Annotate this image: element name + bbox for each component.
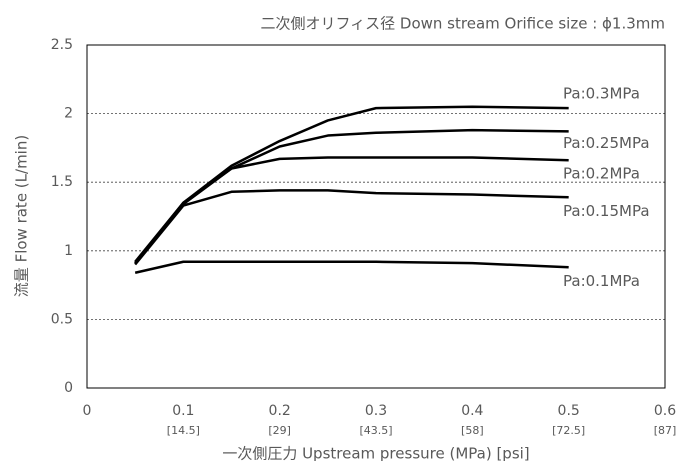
x-tick-label: 0.4: [461, 403, 483, 419]
series-label: Pa:0.15MPa: [563, 202, 650, 220]
x-tick-psi-label: [43.5]: [359, 424, 392, 437]
x-tick-psi-label: [29]: [268, 424, 291, 437]
x-axis-label: 一次側圧力 Upstream pressure (MPa) [psi]: [222, 445, 529, 462]
y-axis-label: 流量 Flow rate (L/min): [13, 135, 31, 297]
x-tick-label: 0.3: [365, 403, 387, 419]
y-tick-label: 1.5: [51, 174, 73, 190]
x-tick-label: 0.2: [269, 403, 291, 419]
series-label: Pa:0.25MPa: [563, 134, 650, 152]
x-tick-psi-label: [72.5]: [552, 424, 585, 437]
x-tick-label: 0.6: [654, 403, 676, 419]
plot-border: [86, 44, 666, 389]
series-line: [134, 189, 569, 266]
series-label: Pa:0.3MPa: [563, 85, 640, 103]
x-tick-psi-label: [14.5]: [167, 424, 200, 437]
chart-title: 二次側オリフィス径 Down stream Orifice size : ϕ1.…: [260, 15, 665, 33]
series-line: [134, 156, 569, 264]
x-tick-psi-label: [58]: [461, 424, 484, 437]
x-tick-label: 0: [83, 403, 92, 419]
y-tick-label: 0.5: [51, 311, 73, 327]
series-label: Pa:0.2MPa: [563, 165, 640, 183]
x-tick-label: 0.5: [558, 403, 580, 419]
y-tick-label: 2.5: [51, 37, 73, 53]
x-tick-psi-label: [87]: [654, 424, 677, 437]
y-tick-label: 0: [64, 380, 73, 396]
series-label: Pa:0.1MPa: [563, 272, 640, 290]
series-line: [134, 260, 569, 274]
y-tick-label: 1: [64, 243, 73, 259]
y-tick-label: 2: [64, 106, 73, 122]
x-tick-label: 0.1: [172, 403, 194, 419]
